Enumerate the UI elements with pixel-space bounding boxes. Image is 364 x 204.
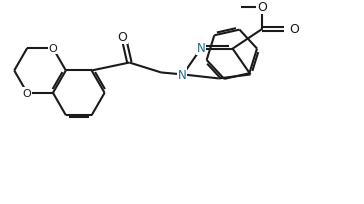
Text: O: O — [289, 23, 299, 36]
Text: O: O — [48, 44, 58, 54]
Text: N: N — [197, 42, 205, 55]
Text: O: O — [118, 31, 127, 44]
Text: O: O — [23, 88, 32, 98]
Text: N: N — [178, 69, 186, 82]
Text: O: O — [257, 1, 267, 14]
